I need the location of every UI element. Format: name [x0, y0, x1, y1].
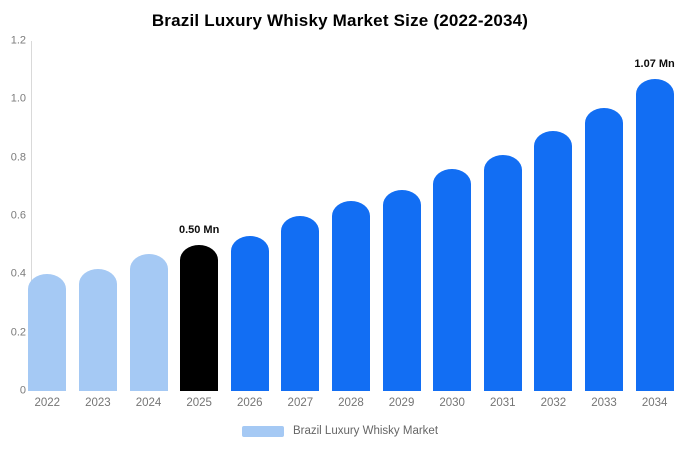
- bar-slot-2029: 2029: [376, 41, 427, 409]
- bar-slot-2026: 2026: [224, 41, 275, 409]
- bar-slot-2023: 2023: [73, 41, 124, 409]
- y-tick-label-0.6: 0.6: [10, 209, 26, 222]
- y-tick-label-0: 0: [19, 384, 26, 397]
- bar-slot-2033: 2033: [579, 41, 630, 409]
- x-tick-label-2033: 2033: [591, 397, 617, 409]
- bar-2022: [28, 274, 67, 391]
- y-tick-label-0.2: 0.2: [10, 326, 26, 339]
- bar-slot-2025: 0.50 Mn 2025: [174, 41, 225, 409]
- bar-slot-2034: 1.07 Mn 2034: [629, 41, 680, 408]
- y-tick-label-0.4: 0.4: [10, 267, 26, 280]
- bar-slot-2027: 2027: [275, 41, 326, 409]
- bar-slot-2031: 2031: [477, 41, 528, 409]
- bar-2023: [78, 268, 117, 391]
- bar-slot-2030: 2030: [427, 41, 478, 409]
- bar-2025: [180, 245, 219, 391]
- bar-2026: [230, 236, 269, 391]
- bar-2033: [585, 108, 623, 391]
- value-label-2025: 0.50 Mn: [178, 224, 220, 237]
- bar-slot-2022: 2022: [22, 41, 73, 409]
- bar-2028: [331, 201, 370, 391]
- x-tick-label-2024: 2024: [135, 397, 162, 409]
- bar-2034: [635, 78, 674, 391]
- bars-container: 2022 2023 2024 0.50 Mn 2025 2026 2027 2028 2029 2…: [22, 41, 680, 409]
- x-tick-label-2034: 2034: [641, 397, 668, 409]
- y-tick-label-0.8: 0.8: [10, 151, 26, 164]
- bar-2029: [382, 189, 421, 391]
- bar-slot-2028: 2028: [326, 41, 377, 409]
- x-tick-label-2030: 2030: [439, 397, 465, 409]
- value-label-2034: 1.07 Mn: [634, 57, 675, 70]
- bar-2030: [433, 169, 472, 391]
- x-tick-label-2032: 2032: [540, 397, 567, 409]
- y-tick-label-1.0: 1.0: [10, 92, 26, 105]
- x-tick-label-2031: 2031: [489, 397, 516, 409]
- bar-slot-2032: 2032: [528, 41, 579, 409]
- x-tick-label-2028: 2028: [338, 397, 364, 409]
- legend-item[interactable]: Brazil Luxury Whisky Market: [0, 425, 680, 438]
- bar-2031: [483, 154, 522, 391]
- y-axis-line: [31, 41, 32, 391]
- legend-swatch: [241, 426, 284, 438]
- legend-label: Brazil Luxury Whisky Market: [292, 425, 439, 437]
- bar-2024: [129, 253, 168, 391]
- bar-2032: [534, 131, 573, 391]
- y-tick-label-1.2: 1.2: [10, 34, 26, 47]
- chart-title: Brazil Luxury Whisky Market Size (2022-2…: [151, 11, 529, 30]
- x-tick-label-2023: 2023: [85, 397, 111, 409]
- bar-2027: [281, 216, 320, 391]
- x-tick-label-2025: 2025: [186, 397, 212, 409]
- x-tick-label-2026: 2026: [236, 397, 263, 409]
- x-tick-label-2022: 2022: [34, 397, 61, 409]
- plot-area: 0 0.2 0.4 0.6 0.8 1.0 1.2 2022 2023 2024 0.50 Mn 2…: [0, 35, 680, 409]
- x-tick-label-2027: 2027: [287, 397, 314, 409]
- bar-slot-2024: 2024: [123, 41, 174, 409]
- x-tick-label-2029: 2029: [388, 397, 415, 409]
